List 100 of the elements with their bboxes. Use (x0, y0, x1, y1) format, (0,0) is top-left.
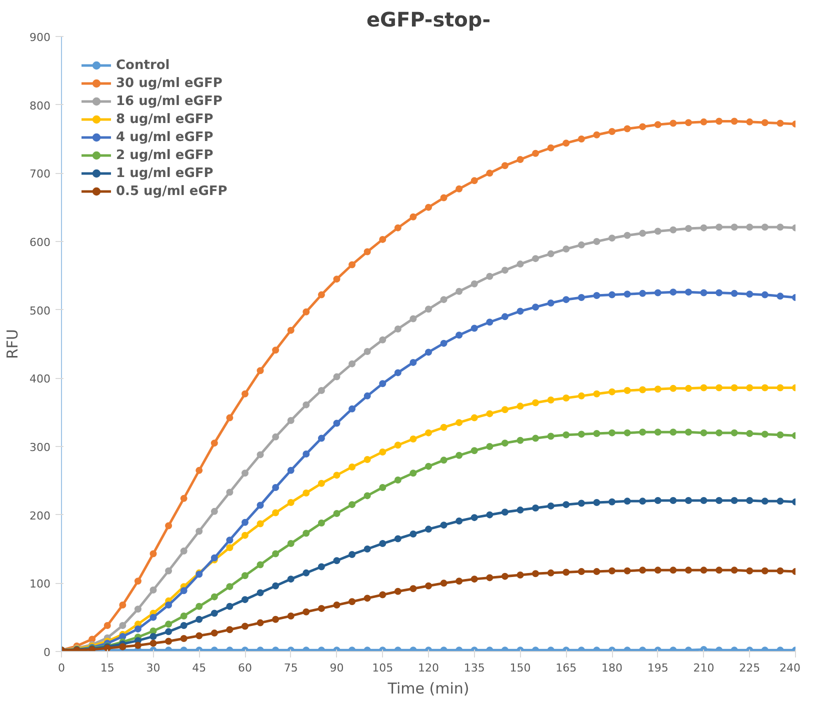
point (670, 120, 677, 127)
point (134, 606, 142, 613)
point (287, 466, 294, 474)
point (593, 238, 600, 245)
point (333, 510, 340, 517)
point (394, 325, 402, 332)
point (196, 616, 203, 623)
x-axis-title: Time (min) (386, 680, 470, 698)
point (516, 506, 524, 514)
point (287, 612, 294, 620)
point (226, 602, 234, 610)
point (684, 225, 692, 232)
point (196, 602, 203, 610)
point (608, 234, 616, 242)
point (654, 289, 662, 296)
point (578, 136, 585, 142)
point (196, 632, 203, 640)
point (547, 502, 554, 510)
point (165, 628, 172, 636)
y-tick-label: 300 (30, 441, 51, 454)
point (593, 131, 600, 138)
point (256, 367, 264, 374)
point (608, 291, 616, 298)
point (532, 304, 540, 311)
legend-label: 2 ug/ml eGFP (116, 146, 214, 164)
point (242, 518, 248, 526)
point (318, 480, 325, 487)
point (302, 450, 310, 458)
point (456, 452, 463, 459)
point (456, 517, 463, 524)
point (562, 501, 570, 508)
point (287, 576, 294, 583)
point (440, 522, 448, 529)
point (608, 128, 616, 135)
point (379, 380, 386, 388)
x-tick-label: 30 (146, 662, 160, 674)
point (700, 224, 708, 232)
point (624, 386, 631, 394)
point (425, 462, 432, 470)
point (210, 630, 218, 637)
point (639, 290, 646, 297)
point (318, 434, 325, 442)
x-tick-label: 225 (739, 662, 760, 674)
point (302, 401, 310, 408)
point (608, 498, 616, 506)
point (700, 496, 708, 504)
point (700, 429, 708, 436)
point (761, 291, 768, 298)
point (425, 348, 432, 356)
point (302, 308, 310, 316)
point (516, 436, 524, 444)
point (302, 569, 310, 576)
point (776, 567, 784, 574)
point (425, 306, 432, 313)
y-tick-label: 400 (30, 372, 51, 386)
point (440, 424, 448, 431)
point (578, 294, 585, 302)
point (287, 540, 294, 548)
point (716, 289, 723, 296)
point (516, 571, 524, 578)
x-tick-label: 0 (58, 662, 65, 674)
point (578, 392, 585, 400)
x-tick-label: 135 (464, 662, 485, 674)
point (532, 399, 540, 406)
legend-label: 0.5 ug/ml eGFP (116, 182, 228, 200)
point (333, 420, 340, 427)
point (210, 610, 218, 617)
y-axis-title: RFU (4, 328, 22, 360)
point (364, 456, 371, 463)
point (700, 118, 708, 126)
point (776, 120, 784, 127)
point (364, 492, 371, 500)
point (440, 194, 448, 202)
point (639, 566, 646, 574)
point (501, 406, 508, 414)
point (700, 566, 708, 574)
point (578, 568, 585, 576)
point (470, 324, 478, 332)
point (761, 224, 768, 231)
point (730, 118, 738, 125)
point (394, 476, 402, 484)
point (364, 348, 371, 356)
point (593, 430, 600, 438)
point (516, 156, 524, 163)
point (624, 498, 631, 505)
point (165, 638, 172, 645)
point (501, 162, 508, 170)
point (440, 296, 448, 304)
point (318, 386, 325, 394)
point (242, 572, 248, 580)
point (746, 430, 754, 438)
point (165, 522, 172, 530)
point (516, 402, 524, 410)
point (180, 548, 188, 555)
point (210, 593, 218, 600)
point (486, 170, 494, 177)
point (226, 488, 234, 496)
point (210, 440, 218, 447)
point (256, 451, 264, 458)
point (562, 246, 570, 253)
